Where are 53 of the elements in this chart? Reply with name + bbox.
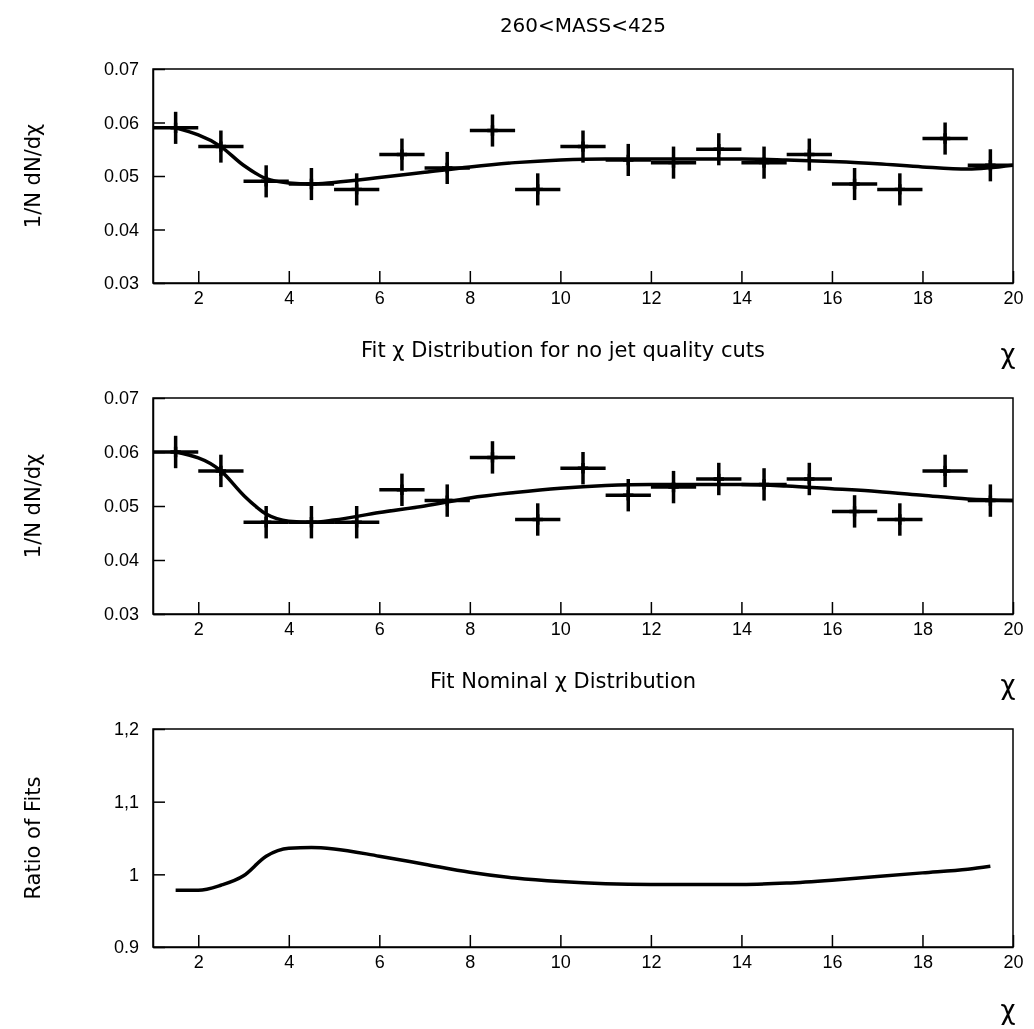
x-tick-label: 20 xyxy=(1003,951,1024,972)
x-tick-label: 2 xyxy=(193,951,204,972)
x-tick-label: 8 xyxy=(465,618,476,639)
x-tick-label: 6 xyxy=(374,618,385,639)
x-tick-label: 20 xyxy=(1003,287,1024,308)
x-tick-label: 8 xyxy=(465,951,476,972)
text: χ xyxy=(1000,995,1016,1025)
y-tick-label: 0.06 xyxy=(103,442,139,463)
x-tick-label: 18 xyxy=(912,287,933,308)
x-tick-label: 18 xyxy=(912,618,933,639)
y-tick-label: 0.05 xyxy=(103,166,139,187)
text: χ xyxy=(1000,339,1016,369)
x-tick-label: 16 xyxy=(822,951,843,972)
y-axis-title: Ratio of Fits xyxy=(21,776,45,900)
x-tick-label: 8 xyxy=(465,287,476,308)
x-tick-label: 14 xyxy=(731,951,752,972)
y-tick-label: 0.03 xyxy=(103,273,139,294)
x-axis-title: Fit Nominal χ Distribution xyxy=(429,669,697,693)
x-tick-label: 10 xyxy=(550,618,571,639)
x-tick-label: 4 xyxy=(284,618,295,639)
chart-title: 260<MASS<425 xyxy=(499,13,667,37)
y-tick-label: 1,2 xyxy=(113,719,139,740)
x-tick-label: 12 xyxy=(641,287,662,308)
x-tick-label: 16 xyxy=(822,618,843,639)
y-tick-label: 0.04 xyxy=(103,219,139,240)
y-tick-label: 0.06 xyxy=(103,112,139,133)
y-tick-label: 0.05 xyxy=(103,496,139,517)
x-tick-label: 4 xyxy=(284,287,295,308)
x-tick-label: 14 xyxy=(731,618,752,639)
x-tick-label: 12 xyxy=(641,618,662,639)
x-axis-title: Fit χ Distribution for no jet quality cuts xyxy=(361,338,765,362)
x-tick-label: 6 xyxy=(374,287,385,308)
x-tick-label: 18 xyxy=(912,951,933,972)
y-tick-label: 1 xyxy=(128,864,139,885)
y-tick-label: 0.07 xyxy=(103,59,139,80)
x-tick-label: 14 xyxy=(731,287,752,308)
y-tick-label: 0.04 xyxy=(103,550,139,571)
y-axis-title: 1/N dN/dχ xyxy=(21,123,45,229)
text: χ xyxy=(1000,670,1016,700)
x-tick-label: 2 xyxy=(193,287,204,308)
x-tick-label: 16 xyxy=(822,287,843,308)
y-axis-title: 1/N dN/dχ xyxy=(21,453,45,559)
x-tick-label: 10 xyxy=(550,287,571,308)
x-tick-label: 12 xyxy=(641,951,662,972)
x-tick-label: 6 xyxy=(374,951,385,972)
x-tick-label: 20 xyxy=(1003,618,1024,639)
y-tick-label: 0.07 xyxy=(103,388,139,409)
x-tick-label: 10 xyxy=(550,951,571,972)
y-tick-label: 0.9 xyxy=(113,937,139,958)
x-tick-label: 2 xyxy=(193,618,204,639)
y-tick-label: 1,1 xyxy=(113,791,139,812)
y-tick-label: 0.03 xyxy=(103,604,139,625)
x-tick-label: 4 xyxy=(284,951,295,972)
